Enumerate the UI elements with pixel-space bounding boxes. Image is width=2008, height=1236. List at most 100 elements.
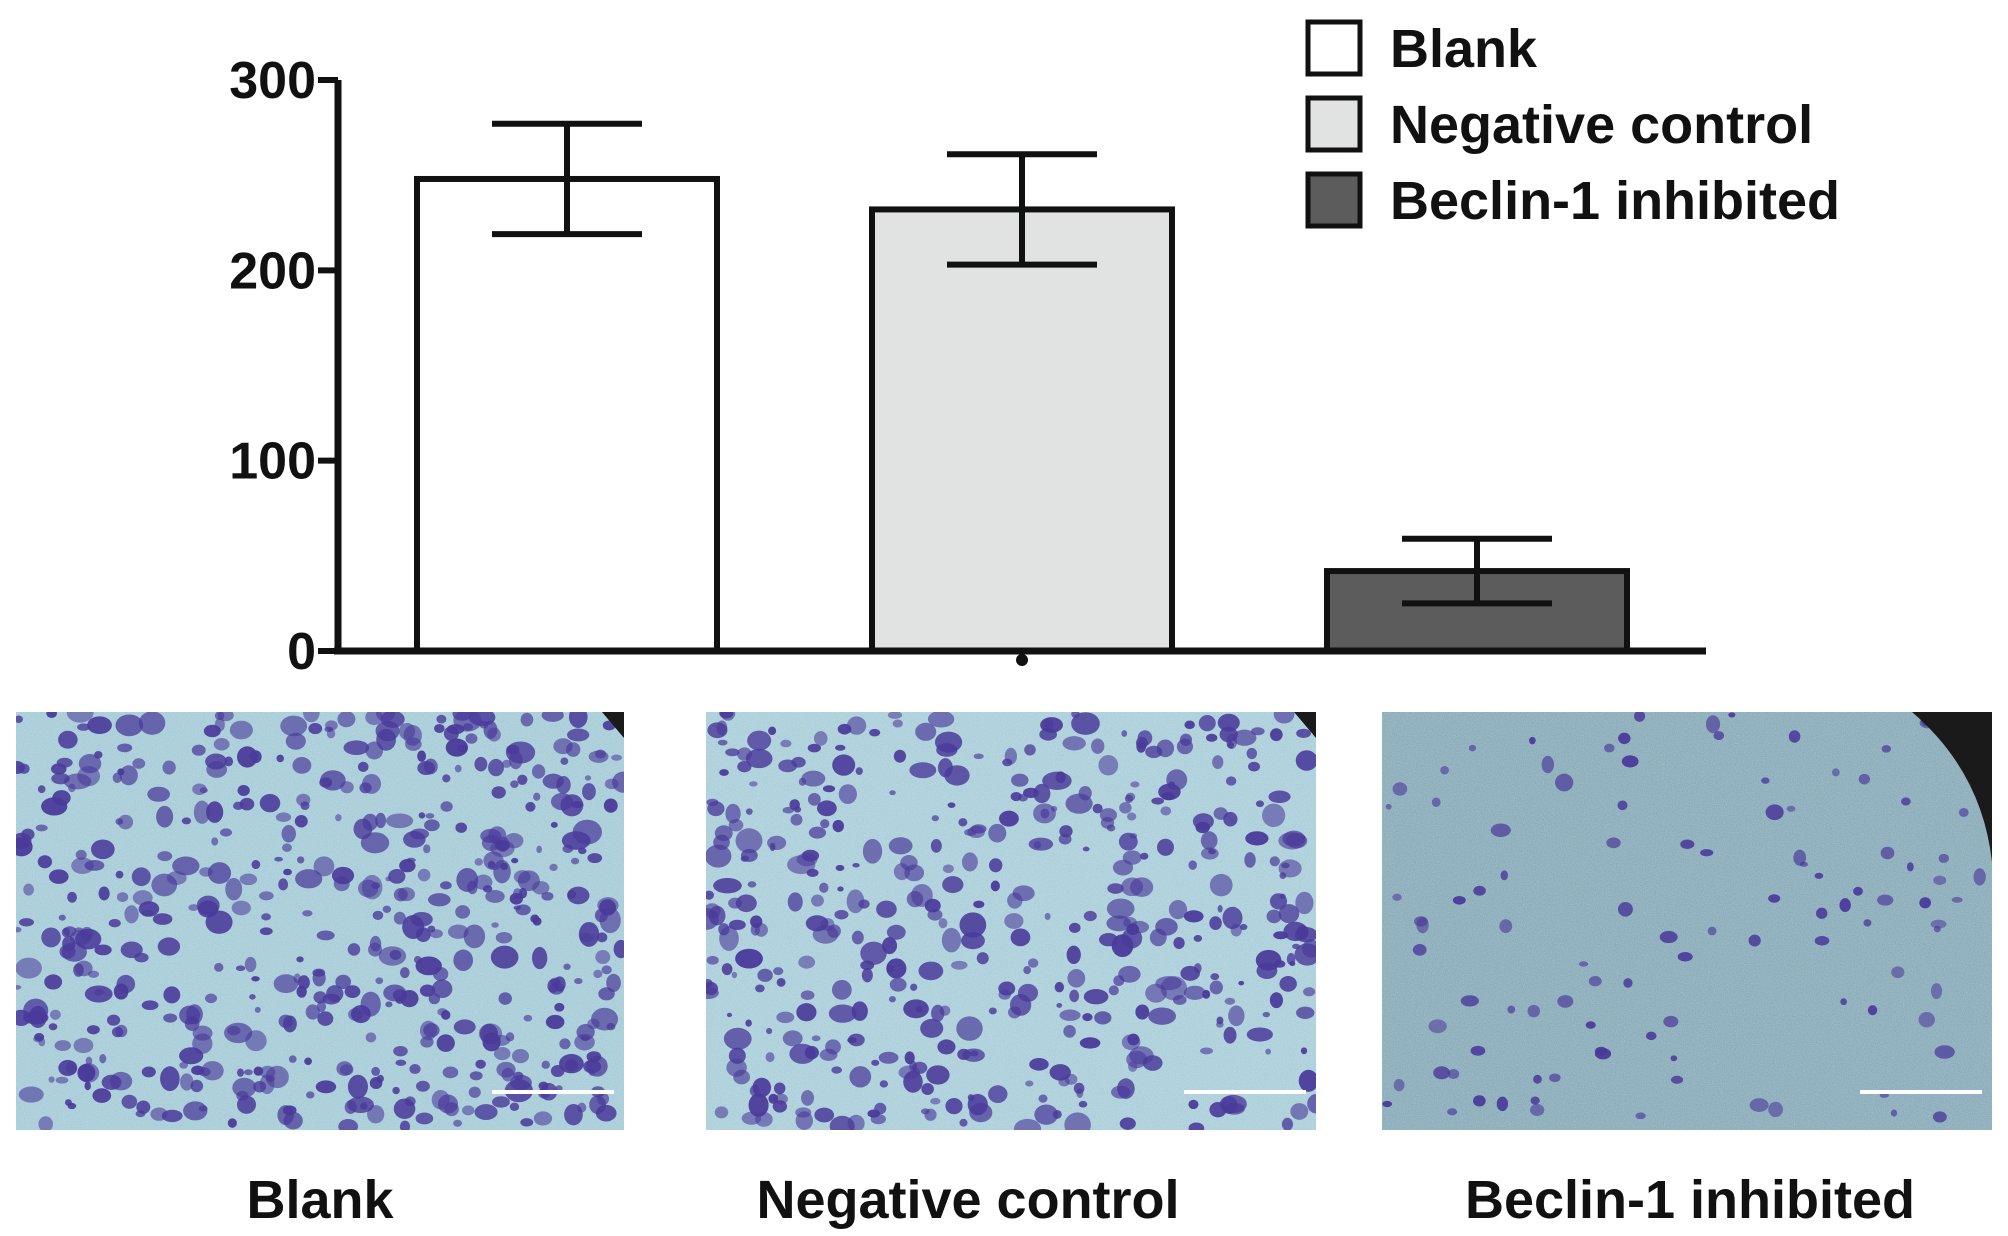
stained-cell — [776, 1011, 795, 1024]
stained-cell — [66, 712, 94, 723]
stained-cell — [735, 948, 763, 969]
stained-cell — [108, 918, 121, 928]
stained-cell — [1414, 916, 1428, 927]
stained-cell — [207, 862, 232, 884]
stained-cell — [415, 1112, 434, 1125]
stained-cell — [599, 907, 621, 934]
stained-cell — [1814, 935, 1830, 946]
stained-cell — [1617, 901, 1633, 917]
stained-cell — [367, 1105, 385, 1124]
stained-cell — [747, 881, 757, 888]
stained-cell — [347, 1074, 368, 1099]
stained-cell — [237, 746, 258, 768]
stained-cell — [1038, 1094, 1048, 1103]
stained-cell — [731, 971, 738, 979]
stained-cell — [889, 977, 907, 992]
stained-cell — [1193, 963, 1202, 974]
stained-cell — [550, 1065, 565, 1077]
stained-cell — [1066, 945, 1081, 965]
stained-cell — [1033, 783, 1051, 804]
stained-cell — [52, 790, 71, 806]
stained-cell — [294, 814, 308, 828]
stained-cell — [491, 786, 506, 799]
stained-cell — [258, 891, 274, 901]
stained-cell — [1728, 712, 1736, 718]
stained-cell — [942, 876, 964, 894]
stained-cell — [520, 712, 534, 727]
stained-cell — [787, 892, 803, 912]
stained-cell — [1219, 1094, 1247, 1114]
stained-cell — [1082, 1013, 1093, 1022]
stained-cell — [1183, 910, 1204, 923]
stained-cell — [936, 743, 958, 757]
stained-cell — [886, 958, 907, 979]
stained-cell — [1839, 898, 1851, 913]
stained-cell — [1529, 736, 1536, 745]
stained-cell — [814, 731, 828, 746]
stained-cell — [737, 761, 752, 773]
stained-cell — [453, 1019, 476, 1035]
stained-cell — [495, 931, 513, 944]
stained-cell — [735, 828, 763, 854]
micrograph-captions: Blank Negative control Beclin-1 inhibited — [246, 1170, 1915, 1230]
stained-cell — [707, 801, 725, 817]
stained-cell — [23, 998, 49, 1023]
stained-cell — [926, 1065, 950, 1085]
stained-cell — [1958, 807, 1969, 817]
stained-cell — [442, 1066, 459, 1079]
stained-cell — [1027, 958, 1039, 968]
stained-cell — [596, 932, 608, 943]
stained-cell — [713, 877, 742, 894]
stained-cell — [1617, 800, 1628, 811]
stained-cell — [1932, 1111, 1947, 1123]
stained-cell — [276, 754, 284, 763]
stained-cell — [706, 955, 719, 965]
stained-cell — [131, 867, 151, 887]
stained-cell — [1166, 769, 1188, 791]
stained-cell — [820, 819, 830, 829]
stained-cell — [1933, 875, 1947, 886]
stained-cell — [1106, 898, 1135, 919]
legend: Blank Negative control Beclin-1 inhibited — [1305, 19, 1840, 231]
stained-cell — [1588, 975, 1602, 987]
stained-cell — [488, 758, 504, 777]
stained-cell — [733, 1069, 751, 1085]
stained-cell — [465, 733, 478, 744]
stained-cell — [116, 892, 129, 903]
stained-cell — [393, 1098, 416, 1119]
stained-cell — [455, 822, 468, 833]
stained-cell — [1765, 804, 1784, 821]
stained-cell — [1428, 1019, 1447, 1034]
stained-cell — [1768, 1101, 1783, 1118]
stained-cell — [1670, 1075, 1684, 1084]
stained-cell — [424, 819, 440, 832]
stained-cell — [541, 712, 564, 722]
stained-cell — [811, 1035, 821, 1042]
stained-cell — [944, 765, 970, 786]
stained-cell — [1155, 918, 1178, 936]
stained-cell — [1447, 1108, 1458, 1116]
stained-cell — [46, 712, 58, 718]
stained-cell — [1621, 755, 1639, 768]
stained-cell — [961, 932, 985, 950]
stained-cell — [604, 778, 619, 790]
stained-cell — [861, 967, 873, 983]
stained-cell — [1119, 1117, 1136, 1130]
stained-cell — [492, 1096, 510, 1108]
stained-cell — [1278, 904, 1300, 924]
stained-cell — [717, 739, 728, 746]
stained-cell — [1064, 1112, 1091, 1130]
stained-cell — [1222, 906, 1243, 930]
stained-cell — [1056, 1003, 1063, 1008]
stained-cell — [385, 1001, 393, 1008]
stained-cell — [440, 801, 453, 812]
stained-cell — [278, 1014, 293, 1028]
stained-cell — [84, 1081, 91, 1091]
stained-cell — [1460, 995, 1479, 1007]
stained-cell — [1225, 776, 1237, 786]
stained-cell — [893, 863, 910, 881]
stained-cell — [513, 870, 531, 884]
stained-cell — [728, 1047, 746, 1064]
stained-cell — [1440, 765, 1449, 775]
stained-cell — [1140, 852, 1149, 860]
